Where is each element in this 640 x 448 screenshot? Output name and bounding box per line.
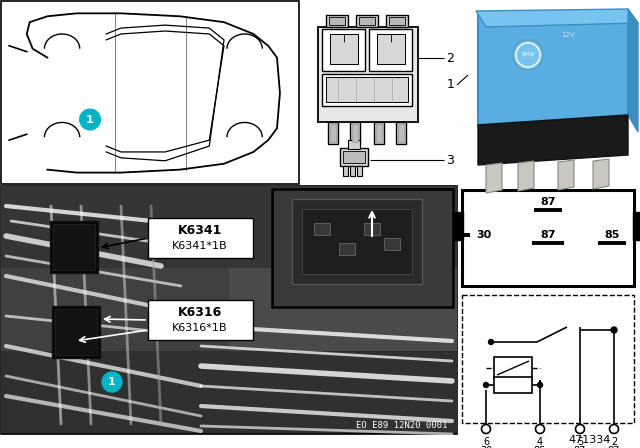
Bar [1,186,457,434]
Polygon shape [518,161,534,191]
Text: K6316*1B: K6316*1B [172,323,228,333]
Bar [1,268,229,433]
Circle shape [481,425,490,434]
Bar [1,186,457,268]
Bar [292,199,422,284]
Text: 12V: 12V [561,32,575,38]
Bar [272,189,453,307]
Circle shape [80,109,100,130]
Text: 30: 30 [480,446,492,448]
Text: K6341*1B: K6341*1B [172,241,228,251]
Circle shape [538,383,543,388]
Bar [494,357,532,379]
Bar [348,140,360,149]
Bar [396,122,406,144]
Bar [148,300,253,340]
Bar [314,223,330,235]
Text: 5: 5 [577,437,583,447]
Bar [376,124,382,142]
Text: K6316: K6316 [178,306,222,319]
Text: 87: 87 [540,230,556,240]
Bar [494,377,532,393]
Text: 2: 2 [611,437,617,447]
Text: 4: 4 [537,437,543,447]
Text: 471334: 471334 [569,435,611,445]
Bar [302,209,412,274]
Bar [462,190,634,286]
Bar [148,218,253,258]
Text: 3: 3 [446,154,454,167]
Text: 87: 87 [608,446,620,448]
Text: 2: 2 [446,52,454,65]
Circle shape [609,425,618,434]
Bar [329,17,345,25]
Bar [462,295,634,423]
Bar [350,122,360,144]
Bar [389,17,405,25]
Bar [328,122,338,144]
Circle shape [575,425,584,434]
Bar [322,74,412,106]
Bar [398,124,404,142]
Polygon shape [558,160,574,190]
Bar [53,224,95,270]
Bar [318,27,418,122]
Bar [1,1,299,184]
Text: K6341: K6341 [178,224,222,237]
Circle shape [488,340,493,345]
Bar [339,243,355,255]
Bar [369,29,412,71]
Polygon shape [478,115,628,165]
Bar [326,15,348,27]
Text: 1: 1 [447,78,455,91]
Bar [322,29,365,71]
Text: 87: 87 [574,446,586,448]
Bar [364,223,380,235]
Bar [340,148,368,166]
Polygon shape [486,163,502,193]
Text: 1: 1 [86,115,94,125]
Bar [343,166,348,176]
Bar [359,17,375,25]
Text: 85: 85 [534,446,546,448]
Bar [55,309,97,355]
Text: 1: 1 [108,377,116,387]
Bar [356,15,378,27]
Bar [377,34,405,64]
Bar [343,151,365,163]
Bar [384,238,400,250]
Bar [50,221,98,273]
Bar [1,351,457,433]
Circle shape [611,327,617,333]
Text: EO E89 12N20 0001: EO E89 12N20 0001 [356,422,447,431]
Text: 30: 30 [476,230,492,240]
Bar [350,166,355,176]
Bar [52,306,100,358]
Bar [352,124,358,142]
Polygon shape [476,9,638,27]
Circle shape [513,40,543,70]
Circle shape [483,383,488,388]
Text: BMW: BMW [521,52,535,57]
Polygon shape [478,10,628,125]
Bar [330,34,358,64]
Bar [633,212,640,240]
Bar [357,166,362,176]
Polygon shape [628,9,638,132]
Bar [449,212,463,240]
Circle shape [536,425,545,434]
Polygon shape [593,159,609,189]
Circle shape [102,372,122,392]
Bar [386,15,408,27]
Bar [326,77,408,102]
Text: 85: 85 [604,230,620,240]
Bar [229,268,457,433]
Text: 87: 87 [540,197,556,207]
Text: 6: 6 [483,437,489,447]
Bar [374,122,384,144]
Bar [330,124,336,142]
